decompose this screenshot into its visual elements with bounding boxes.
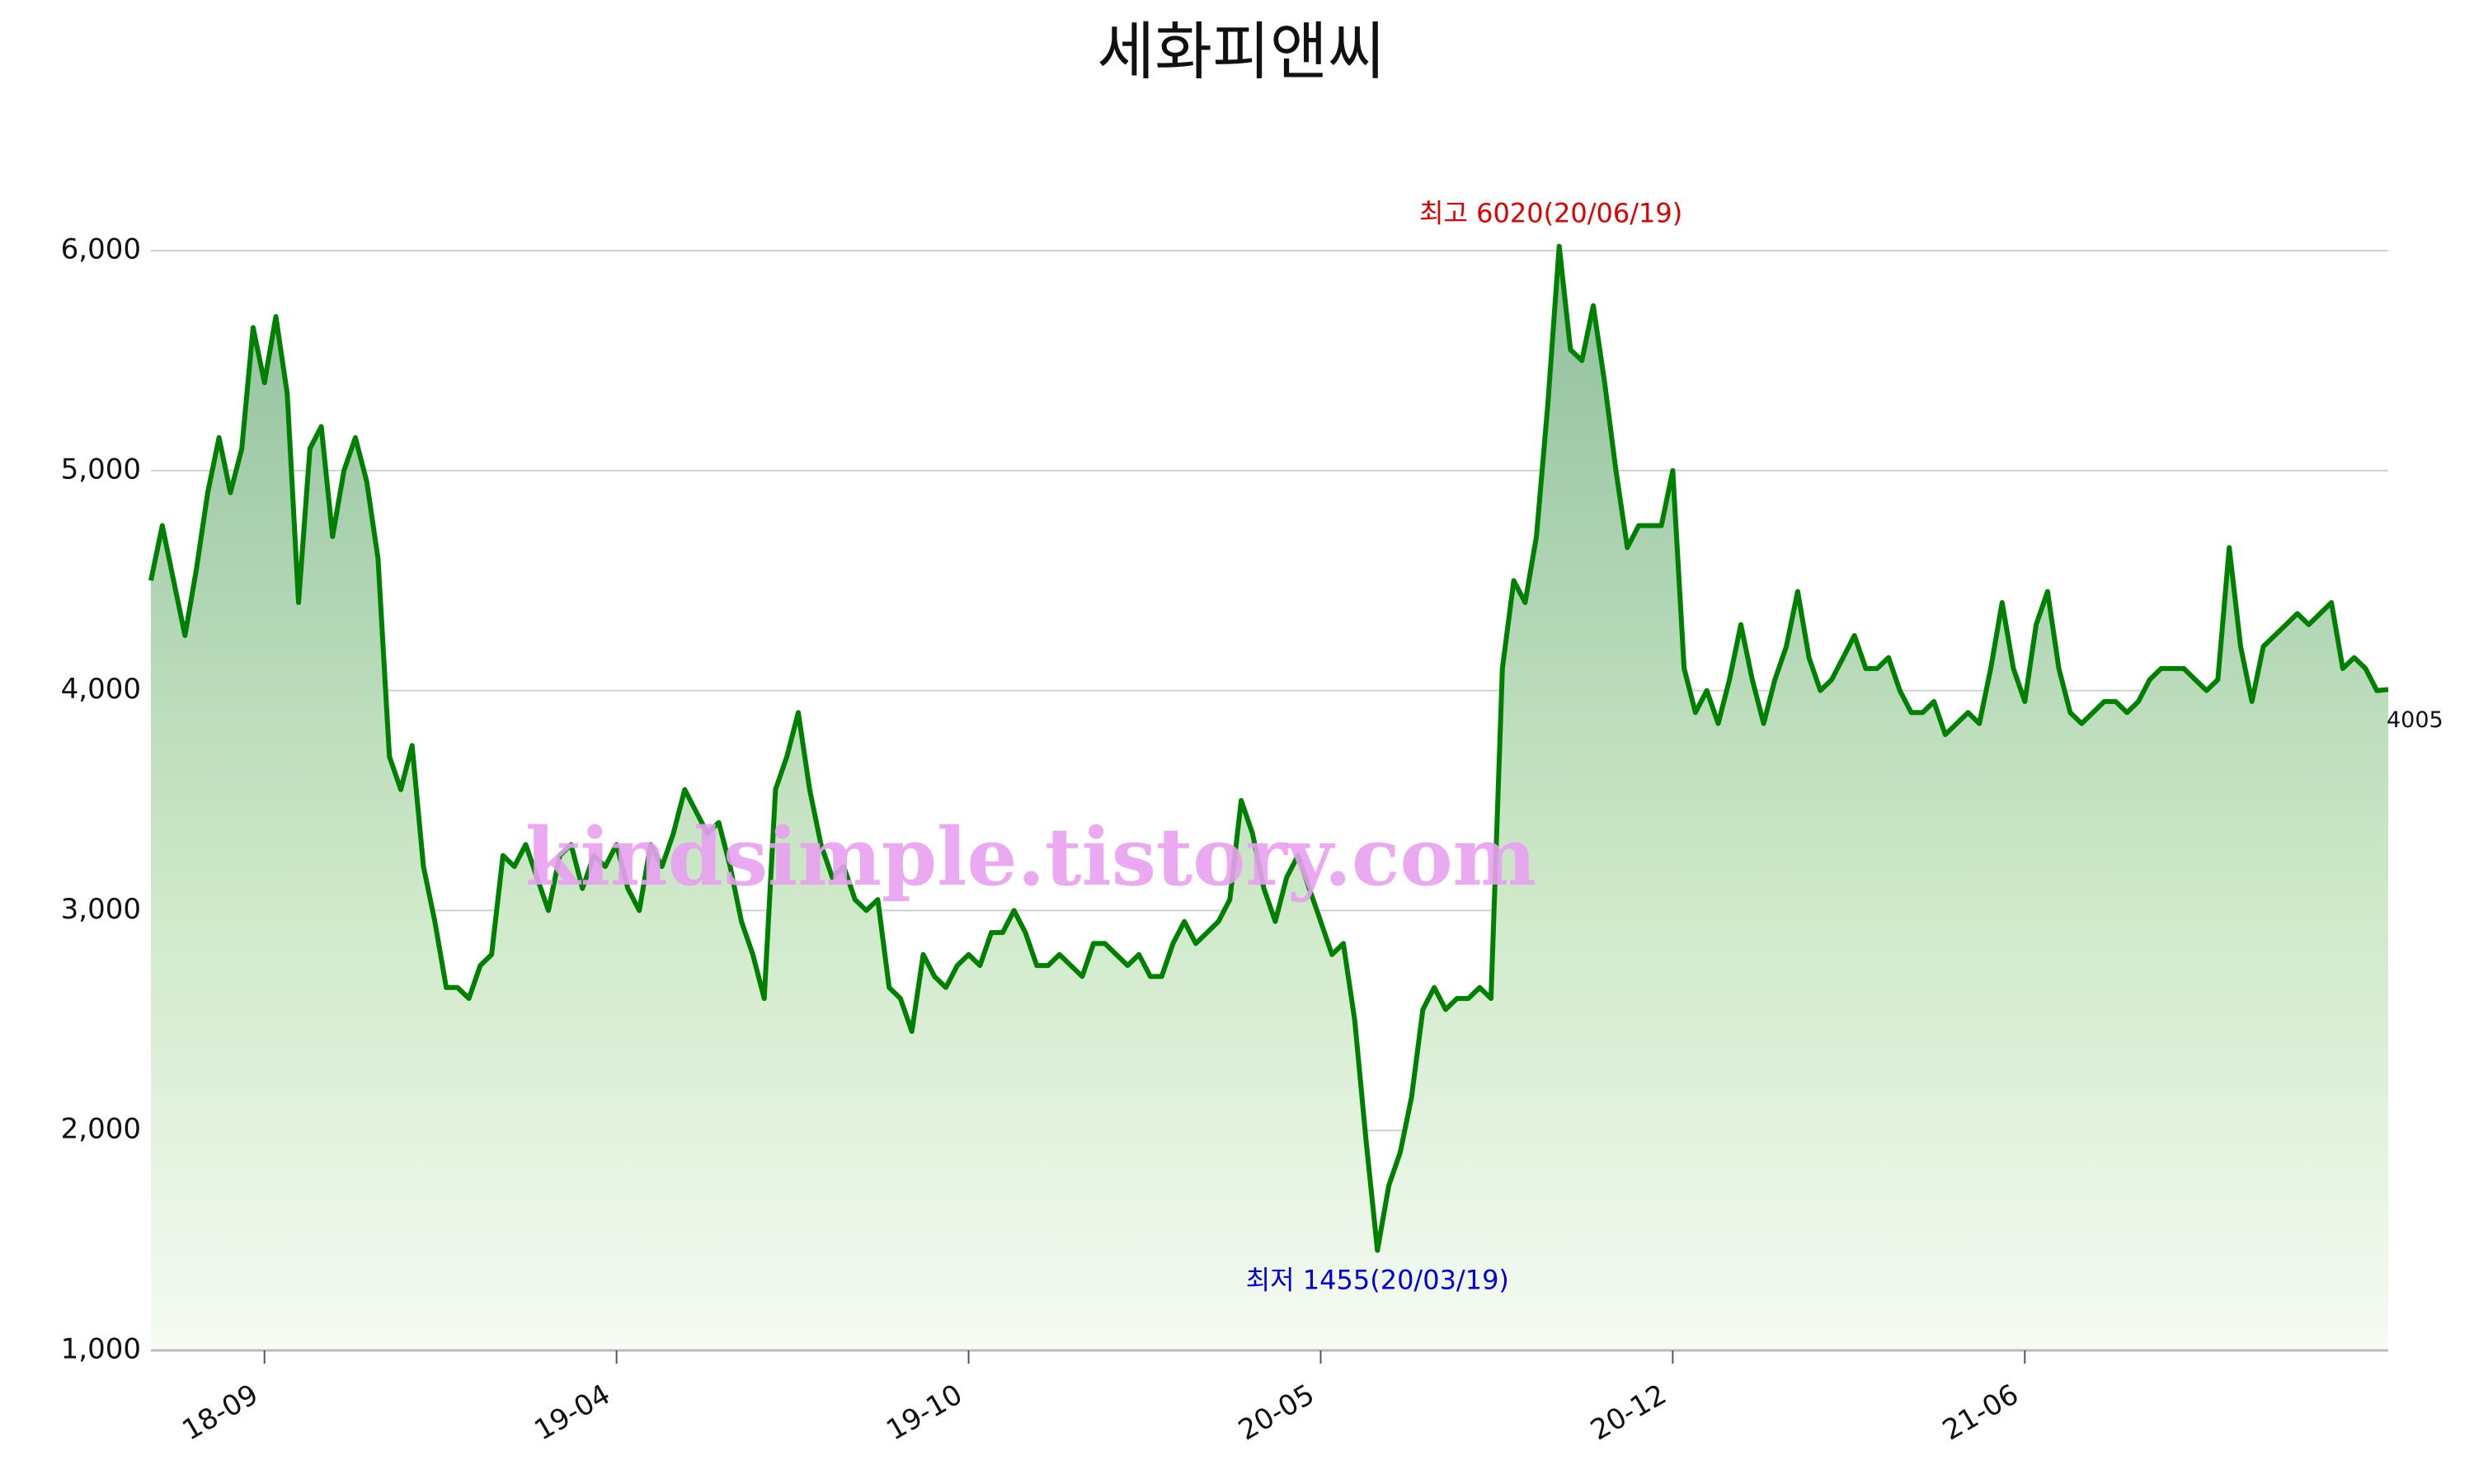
y-tick-label: 1,000 — [61, 1333, 141, 1366]
y-tick-label: 4,000 — [61, 673, 141, 706]
x-tick-label: 18-09 — [176, 1378, 264, 1447]
chart-title: 세화피앤씨 — [1097, 15, 1385, 88]
x-tick-label: 20-05 — [1233, 1378, 1320, 1447]
price-line — [148, 243, 2389, 1253]
y-tick-label: 5,000 — [61, 453, 141, 486]
x-tick-label: 19-04 — [529, 1378, 616, 1447]
last-value-label: 4005 — [2387, 707, 2443, 733]
y-tick-label: 6,000 — [61, 233, 141, 266]
x-tick-label: 19-10 — [881, 1378, 968, 1447]
min-annotation: 최저 1455(20/03/19) — [1246, 1265, 1509, 1296]
max-annotation: 최고 6020(20/06/19) — [1419, 198, 1682, 229]
y-tick-label: 3,000 — [61, 893, 141, 926]
watermark: kindsimple.tistory.com — [525, 810, 1536, 904]
area — [151, 246, 2388, 1351]
y-tick-label: 2,000 — [61, 1113, 141, 1146]
x-tick-label: 21-06 — [1937, 1378, 2025, 1447]
x-tick-label: 20-12 — [1585, 1378, 1672, 1447]
